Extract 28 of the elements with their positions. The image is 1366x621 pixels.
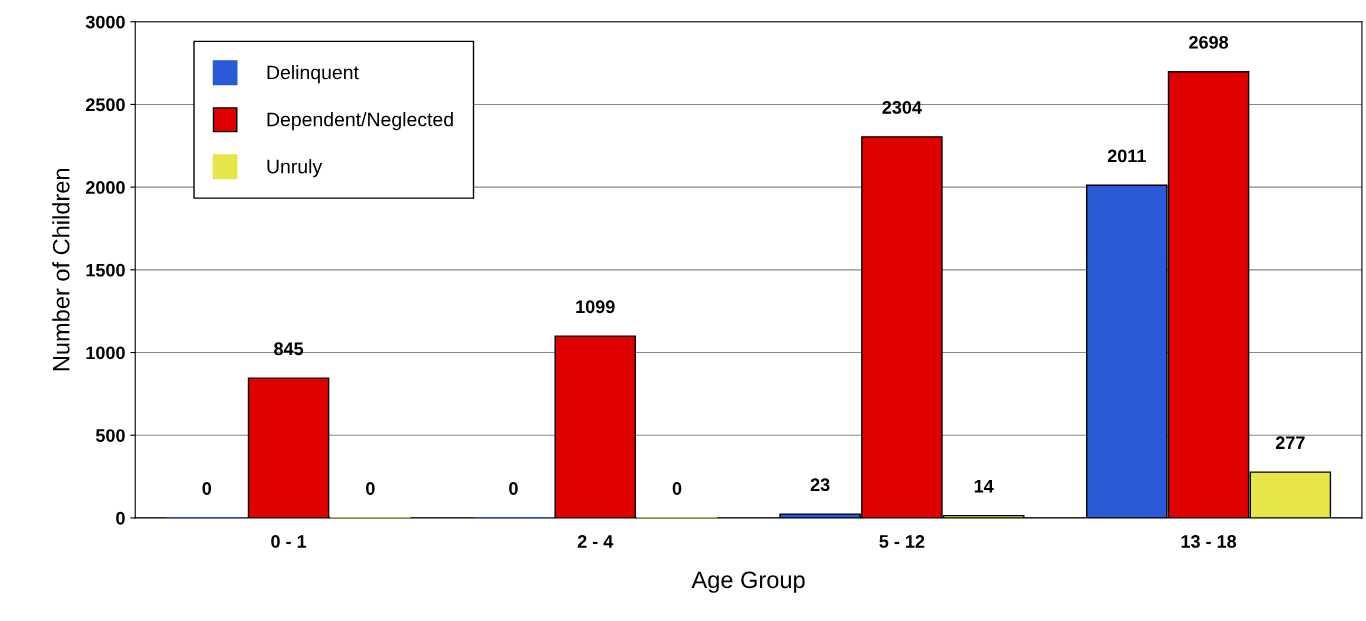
data-label: 14	[974, 479, 994, 493]
data-label: 1099	[576, 300, 615, 314]
y-tick-label: 500	[95, 429, 125, 442]
x-tick-label: 2 - 4	[577, 535, 614, 548]
data-label: 23	[810, 478, 830, 492]
data-label: 0	[202, 482, 212, 495]
data-label: 2698	[1189, 35, 1229, 49]
x-tick-label: 0 - 1	[271, 535, 307, 548]
x-tick-label: 13 - 18	[1181, 535, 1237, 548]
y-tick-label: 1000	[86, 346, 125, 360]
x-tick-label: 5 - 12	[879, 535, 925, 548]
y-axis-title: Number of Children	[52, 168, 70, 371]
legend-label: Dependent/Neglected	[267, 112, 453, 131]
legend-label: Delinquent	[267, 65, 359, 84]
data-label: 0	[366, 482, 375, 495]
y-tick-label: 1500	[86, 263, 125, 277]
y-tick-label: 2000	[85, 181, 125, 194]
y-tick-label: 2500	[85, 98, 125, 112]
y-tick-label: 0	[116, 511, 125, 525]
data-label: 2304	[882, 101, 922, 114]
data-label: 2011	[1107, 149, 1146, 163]
data-label: 845	[274, 342, 304, 356]
data-label: 277	[1275, 436, 1305, 449]
data-label: 0	[509, 482, 518, 495]
y-tick-label: 3000	[85, 15, 125, 29]
data-label: 0	[672, 482, 682, 495]
legend-label: Unruly	[267, 159, 323, 178]
x-axis-title: Age Group	[691, 571, 805, 593]
